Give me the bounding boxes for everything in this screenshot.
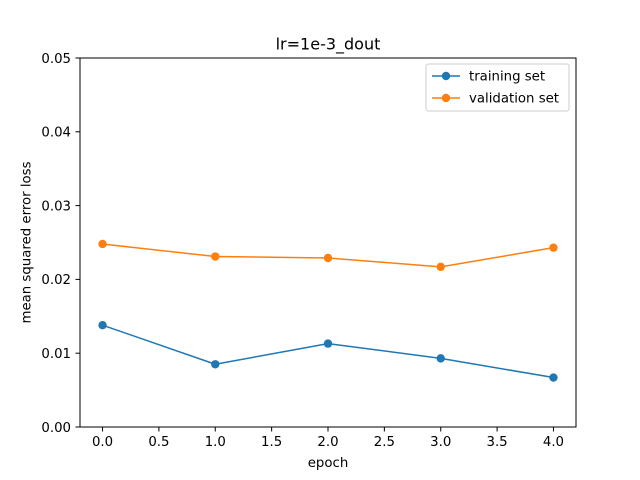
y-tick-label: 0.05 — [41, 52, 71, 67]
series-1-point-5 — [549, 373, 558, 382]
y-tick-label: 0.01 — [41, 347, 71, 362]
legend-label-1: training set — [469, 70, 545, 85]
legend-box — [425, 63, 570, 112]
series-2-point-5 — [549, 243, 558, 252]
x-axis-label: epoch — [308, 456, 349, 471]
series-1-point-4 — [436, 354, 445, 363]
y-tick-label: 0.04 — [41, 126, 71, 141]
chart-title: lr=1e-3_dout — [276, 35, 381, 55]
series-2-point-3 — [323, 253, 333, 263]
x-tick-label: 0.5 — [148, 435, 169, 450]
legend-marker-1 — [441, 71, 451, 81]
x-tick-label: 2.0 — [317, 435, 338, 450]
legend-label-2: validation set — [469, 92, 559, 107]
x-tick-label: 1.5 — [261, 435, 282, 450]
plot-area: 0.0 0.5 1.0 1.5 2.0 2.5 3.0 3.5 4.0 0.00 0.01 0.02 0… — [41, 52, 577, 450]
y-tick-label: 0.02 — [41, 273, 71, 288]
series-1-point-1 — [98, 320, 107, 330]
legend-marker-2 — [441, 93, 451, 103]
series-1-point-3 — [323, 339, 333, 348]
x-tick-label: 2.5 — [374, 435, 395, 450]
x-tick-label: 3.5 — [487, 435, 508, 450]
x-tick-label: 0.0 — [92, 435, 113, 450]
x-tick-label: 3.0 — [430, 435, 451, 450]
y-tick-label: 0.03 — [41, 199, 71, 214]
series-2-point-1 — [98, 239, 107, 249]
chart-legend: training set validation set — [425, 63, 570, 112]
y-axis-label: mean squared error loss — [20, 161, 35, 323]
x-tick-label: 4.0 — [543, 435, 564, 450]
y-tick-label: 0.00 — [41, 421, 71, 436]
series-2-point-4 — [436, 262, 445, 272]
x-tick-label: 1.0 — [205, 435, 226, 450]
series-2-point-2 — [211, 252, 220, 261]
series-1-point-2 — [211, 360, 220, 369]
